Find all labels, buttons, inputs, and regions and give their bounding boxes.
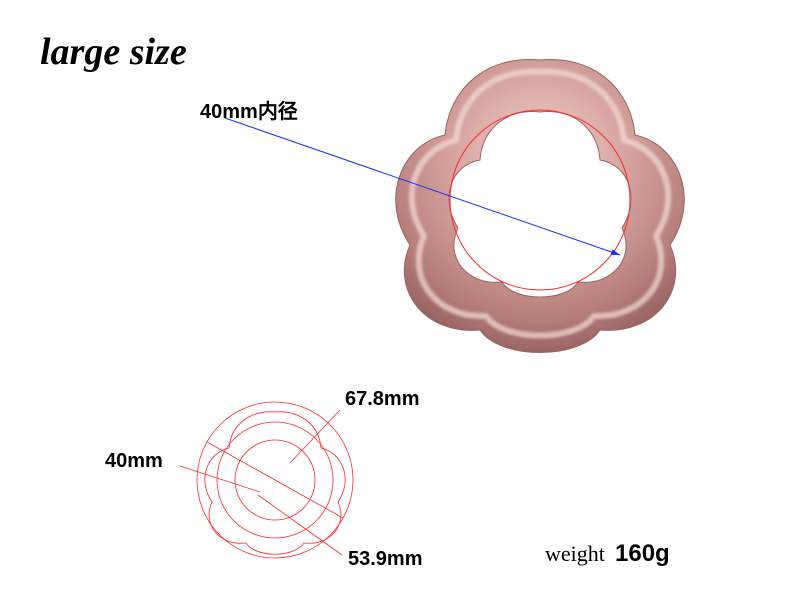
weight-label: weight 160g [545,540,670,568]
dim-inner: 40mm [105,450,163,473]
secondary-diagram [0,0,800,600]
weight-value: 160g [615,540,670,567]
dim-outer: 67.8mm [345,388,420,411]
dim-mid: 53.9mm [348,548,423,571]
weight-word: weight [545,541,605,566]
